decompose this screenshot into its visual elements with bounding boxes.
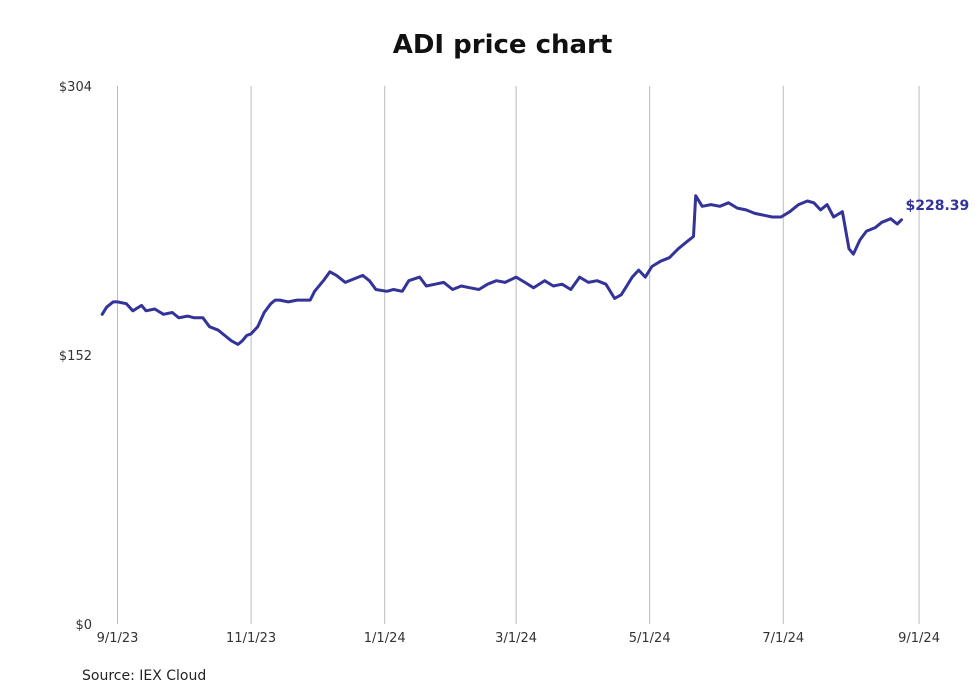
price-line bbox=[100, 194, 903, 346]
x-tick-label: 9/1/24 bbox=[898, 631, 940, 646]
y-tick-label: $152 bbox=[59, 349, 92, 364]
x-tick-label: 3/1/24 bbox=[495, 631, 537, 646]
x-axis-ticks: 9/1/23 11/1/23 1/1/24 3/1/24 5/1/24 7/1/24 9/1… bbox=[97, 631, 940, 646]
x-tick-label: 9/1/23 bbox=[97, 631, 139, 646]
y-tick-label: $304 bbox=[59, 80, 92, 95]
gridlines bbox=[117, 86, 920, 624]
series-layer bbox=[100, 194, 903, 346]
last-price-label: $228.39 bbox=[906, 198, 970, 214]
y-axis-ticks: $0 $152 $304 bbox=[59, 80, 92, 633]
x-tick-label: 5/1/24 bbox=[629, 631, 671, 646]
source-note: Source: IEX Cloud bbox=[82, 668, 207, 684]
x-tick-label: 11/1/23 bbox=[226, 631, 276, 646]
y-tick-label: $0 bbox=[75, 618, 92, 633]
chart-title: ADI price chart bbox=[392, 30, 613, 60]
x-tick-label: 1/1/24 bbox=[364, 631, 406, 646]
x-tick-label: 7/1/24 bbox=[762, 631, 804, 646]
